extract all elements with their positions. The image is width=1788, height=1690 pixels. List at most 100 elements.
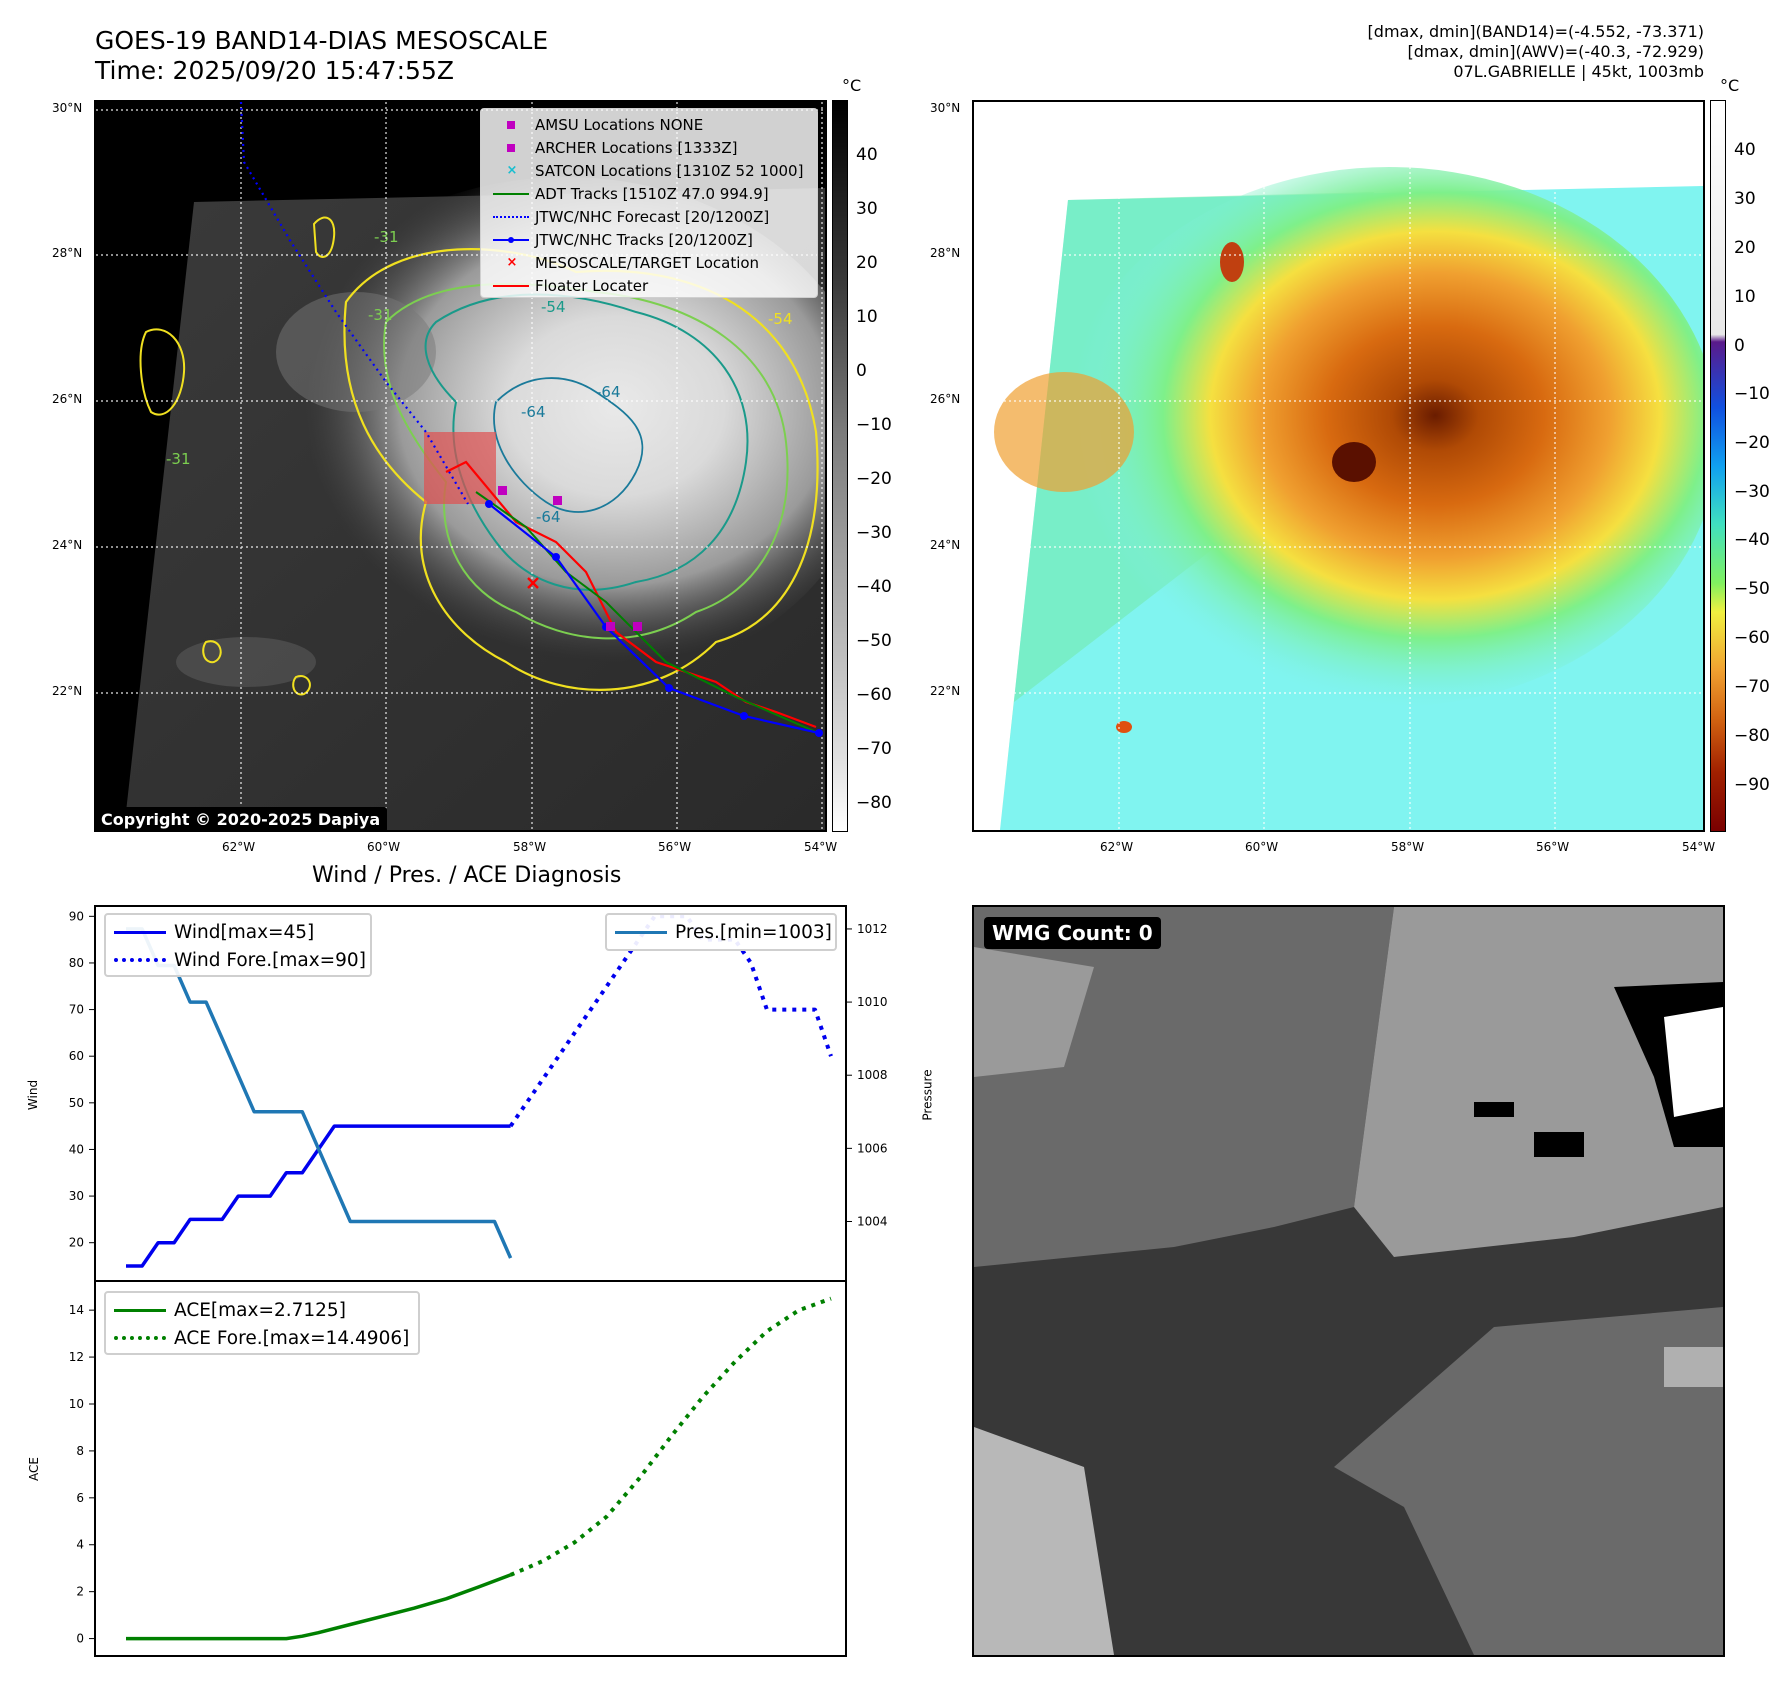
lon-label: 54°W [1682,840,1716,854]
legend-row: JTWC/NHC Forecast [20/1200Z] [489,205,809,228]
copyright-badge: Copyright © 2020-2025 Dapiya [96,807,388,830]
ace-axes-frame [94,1280,847,1657]
wmg-svg [974,907,1723,1655]
colorbar-tick: −90 [1734,775,1770,795]
colorbar-tick: −40 [1734,530,1770,550]
wmg-region-patch [1664,1347,1723,1387]
title-line-time: Time: 2025/09/20 15:47:55Z [95,56,454,85]
colorbar-tick: 40 [856,145,878,165]
color-ir-panel [972,100,1705,832]
y-tick-label: 1012 [857,922,888,936]
best-track-points [485,500,823,737]
top-left-title: GOES-19 BAND14-DIAS MESOSCALE Time: 2025… [95,26,548,86]
y-tick-label: 0 [76,1632,84,1646]
y-tick-label: 14 [69,1303,84,1317]
wind-ylabel: Wind [26,1079,41,1111]
diagnosis-svg: 2030405060708090100410061008101010120246… [69,905,888,1657]
legend-pres: Pres.[min=1003] [675,921,832,943]
colorbar-tick: −80 [856,793,892,813]
contour-teal [424,293,749,591]
colorbar-tick: 40 [1734,140,1756,160]
lon-label: 60°W [1245,840,1279,854]
colorbar-tick: −30 [856,523,892,543]
y-tick-label: 1008 [857,1068,888,1082]
colorbar-tick: −20 [856,469,892,489]
y-tick-label: 1004 [857,1214,888,1228]
y-tick-label: 8 [76,1444,84,1458]
legend-label: ADT Tracks [1510Z 47.0 994.9] [535,184,769,203]
y-tick-label: 12 [69,1350,84,1364]
legend-row: ADT Tracks [1510Z 47.0 994.9] [489,182,809,205]
legend-label: MESOSCALE/TARGET Location [535,253,760,272]
legend-row: Floater Locater [489,274,809,297]
colorbar-tick: −70 [856,739,892,759]
wmg-region-mid2 [1334,1307,1723,1655]
contour-west-cell [139,328,186,416]
y-tick-label: 2 [76,1585,84,1599]
legend-ace-fore: ACE Fore.[max=14.4906] [174,1327,410,1349]
lat-label: 30°N [52,101,83,115]
legend-wind-fore: Wind Fore.[max=90] [174,949,366,971]
y-tick-label: 70 [69,1003,84,1017]
lat-label: 24°N [52,538,83,552]
legend-label: JTWC/NHC Tracks [20/1200Z] [535,230,753,249]
contour-label: -31 [166,450,191,468]
series-line-ace-fore-max-14-4906- [509,1296,832,1577]
legend-row: × SATCON Locations [1310Z 52 1000] [506,161,804,180]
legend-row: × MESOSCALE/TARGET Location [506,253,760,272]
legend-label: SATCON Locations [1310Z 52 1000] [535,161,804,180]
colorbar-tick: 30 [856,199,878,219]
contour-teal-inner [493,377,644,513]
lat-label: 28°N [930,246,961,260]
lat-label: 30°N [930,101,961,115]
colorbar-tick: 30 [1734,189,1756,209]
contour-label: -64 [521,403,546,421]
ace-ylabel: ACE [26,1457,41,1481]
legend-ace: ACE[max=2.7125] [174,1299,346,1321]
colorbar-tick: −50 [856,631,892,651]
y-tick-label: 4 [76,1538,84,1552]
y-tick-label: 90 [69,909,84,923]
ir-gridlines [96,102,825,830]
y-tick-label: 10 [69,1397,84,1411]
lat-label: 26°N [52,392,83,406]
y-tick-label: 60 [69,1049,84,1063]
y-tick-label: 50 [69,1096,84,1110]
colorbar-tick: −20 [1734,433,1770,453]
wmg-region-white [1664,1007,1723,1117]
colorbar-tick: 0 [856,361,867,381]
series-line-pres-min-1003- [126,927,513,1259]
lon-label: 54°W [804,840,838,854]
color-colorbar [1710,100,1726,832]
colorbar-tick: 10 [1734,287,1756,307]
wmg-panel: WMG Count: 0 [972,905,1725,1657]
storm-info: [dmax, dmin](BAND14)=(-4.552, -73.371) [… [1368,22,1704,82]
color-ir-cell [994,372,1134,492]
legend-label: JTWC/NHC Forecast [20/1200Z] [535,207,770,226]
legend-label: Floater Locater [535,276,649,295]
ir-colorbar [832,100,848,832]
color-ir-cloud-shield [1059,167,1703,707]
ace-legend: ACE[max=2.7125] ACE Fore.[max=14.4906] [104,1291,420,1355]
colorbar-tick: −10 [1734,384,1770,404]
color-ir-cell [1116,721,1132,733]
legend-wind: Wind[max=45] [174,921,315,943]
color-ir-cell [1220,242,1244,282]
wind-legend: Wind[max=45] Wind Fore.[max=90] [104,913,372,977]
lon-label: 56°W [1536,840,1570,854]
lat-label: 26°N [930,392,961,406]
colorbar-tick: 20 [856,253,878,273]
forecast-track [239,102,469,505]
lat-label: 22°N [930,684,961,698]
legend-row: ARCHER Locations [1333Z] [489,136,809,159]
y-tick-label: 80 [69,956,84,970]
contour-small-island [312,216,336,258]
wmg-region-black [1474,1102,1514,1117]
contour-label: -64 [596,383,621,401]
colorbar-tick: −50 [1734,579,1770,599]
title-line-product: GOES-19 BAND14-DIAS MESOSCALE [95,26,549,55]
legend-row: JTWC/NHC Tracks [20/1200Z] [489,228,809,251]
colorbar-tick: −80 [1734,726,1770,746]
ir-colorbar-unit: °C [842,76,862,95]
info-awv: [dmax, dmin](AWV)=(-40.3, -72.929) [1407,42,1704,61]
